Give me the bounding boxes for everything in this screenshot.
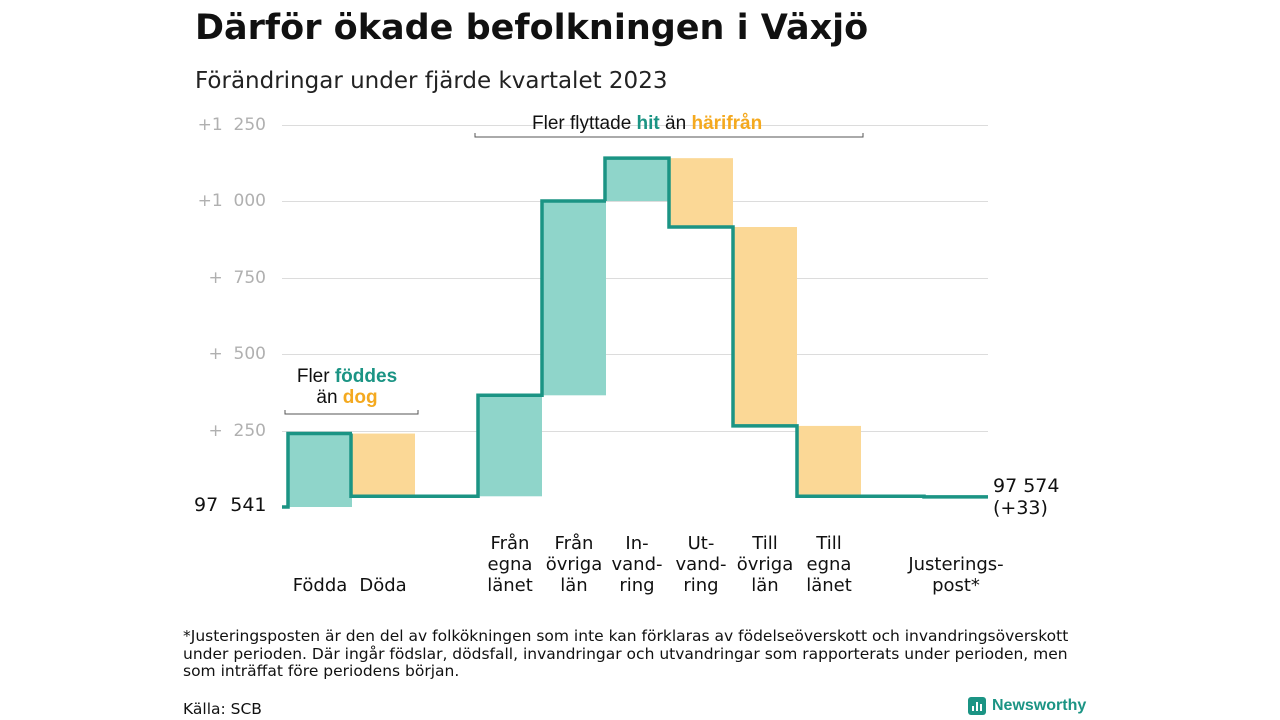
category-label-line: egna [806,554,852,575]
cumulative-step-line [282,156,988,509]
category-label: Från övriga län [534,533,614,596]
waterfall-bar [288,433,352,507]
category-label: Ut-vand-ring [661,533,741,596]
gridline [282,430,988,432]
category-label: Födda [280,575,360,596]
category-label-line: In- [625,533,649,554]
category-label-line: Till [816,533,842,554]
waterfall-bar [669,158,733,228]
category-label-line: Ut- [687,533,715,554]
gridline [282,201,988,202]
category-label: Till egna länet [789,533,869,596]
brand-name: Newsworthy [992,697,1087,714]
category-label-line: post* [932,575,980,596]
waterfall-bar [797,425,861,497]
y-tick-label: + 500 [208,344,267,364]
category-label-line: ring [619,575,655,596]
category-label-line: vand- [611,554,663,575]
annotation-bracket [474,133,864,138]
category-label-line: vand- [675,554,727,575]
category-label-line: Justerings- [908,554,1004,575]
category-label-line: egna [487,554,533,575]
category-label: Från egna länet [470,533,550,596]
category-label-line: län [751,575,779,596]
end-value-label: 97 574 (+33) [993,475,1060,519]
category-label-line: Födda [292,575,348,596]
start-value-label: 97 541 [194,494,267,516]
waterfall-bar [542,201,606,396]
category-label-line: Från [554,533,594,554]
category-label-line: länet [806,575,852,596]
category-label-line: ring [683,575,719,596]
gridline [282,354,988,355]
category-label-line: övriga [545,554,603,575]
category-label-line: län [560,575,588,596]
category-label-line: Från [490,533,530,554]
brand-logo: Newsworthy [968,697,1086,715]
category-label: Döda [343,575,423,596]
gridline [282,124,988,126]
waterfall-bar [478,395,542,497]
category-label-line: länet [487,575,533,596]
annotation-bracket [284,410,419,415]
y-tick-label: + 250 [208,420,267,441]
waterfall-bar [351,433,415,497]
annotation-moved: Fler flyttade hit än härifrån [532,113,763,134]
chart-subtitle: Förändringar under fjärde kvartalet 2023 [195,68,668,94]
y-tick-label: + 750 [208,267,267,288]
chart-title: Därför ökade befolkningen i Växjö [195,8,869,48]
y-tick-label: +1 250 [197,114,266,135]
bar-chart-icon [968,697,986,715]
category-label: Justerings-post* [901,554,1011,596]
category-label-line: Döda [359,575,407,596]
annotation-born: Fler föddes än dog [296,366,398,408]
y-tick-label: +1 000 [197,191,266,211]
category-label-line: övriga [736,554,794,575]
category-label: In-vand-ring [597,533,677,596]
waterfall-bar [733,227,797,426]
source-label: Källa: SCB [183,700,262,718]
footnote: *Justeringsposten är den del av folkökni… [183,627,1069,680]
gridline [282,277,988,279]
waterfall-bar [605,158,669,201]
category-label-line: Till [752,533,778,554]
category-label: Till övriga län [725,533,805,596]
